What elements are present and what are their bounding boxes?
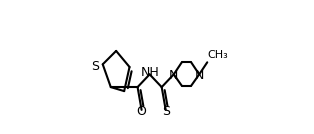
Text: N: N [169, 69, 178, 82]
Text: S: S [162, 105, 170, 118]
Text: O: O [137, 105, 147, 118]
Text: S: S [91, 60, 99, 74]
Text: NH: NH [140, 66, 159, 79]
Text: CH₃: CH₃ [207, 50, 228, 60]
Text: N: N [194, 69, 204, 82]
